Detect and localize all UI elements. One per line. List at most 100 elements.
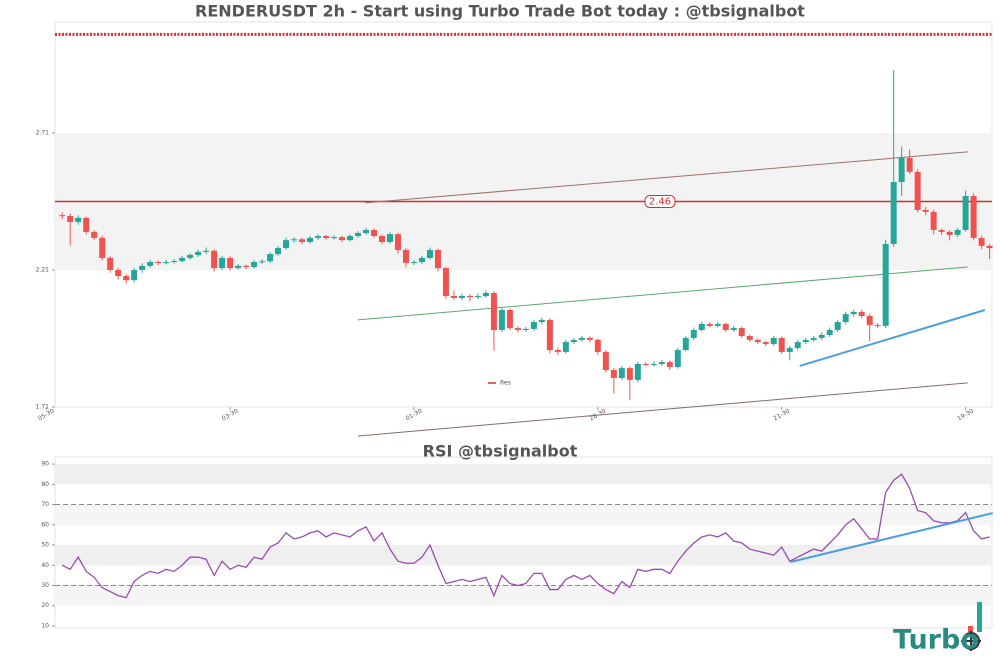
candle-body — [235, 265, 242, 269]
rsi-title: RSI @tbsignalbot — [423, 442, 578, 461]
candle-body — [826, 330, 833, 335]
candle-body — [147, 262, 154, 266]
candle-body — [59, 215, 66, 217]
candle-body — [730, 328, 737, 330]
candle-body — [283, 240, 290, 249]
candle-body — [538, 319, 545, 323]
candle-body — [738, 328, 745, 337]
candle-body — [386, 234, 393, 243]
candle-body — [514, 328, 521, 330]
candle-body — [874, 325, 881, 327]
level-label-box — [644, 194, 676, 208]
candle-body — [323, 236, 330, 238]
trend-line — [365, 151, 968, 204]
candle-body — [259, 261, 266, 263]
candle-body — [418, 257, 425, 263]
y-tick-label: 20 — [41, 602, 49, 609]
candle-body — [394, 234, 401, 250]
candle-body — [267, 254, 274, 262]
candle-body — [890, 182, 897, 244]
candle-body — [562, 342, 569, 352]
candle-body — [610, 370, 617, 378]
candle-body — [107, 257, 114, 270]
candle-body — [618, 368, 625, 378]
candle-body — [466, 296, 473, 298]
candle-body — [291, 239, 298, 241]
candle-body — [722, 323, 729, 330]
candle-body — [938, 229, 945, 232]
candle-body — [299, 239, 306, 243]
candle-body — [522, 328, 529, 330]
candle-body — [866, 316, 873, 326]
candle-body — [99, 237, 106, 258]
candle-body — [546, 319, 553, 351]
candle-body — [818, 334, 825, 338]
candle-body — [219, 257, 226, 269]
candle-body — [906, 157, 913, 172]
candle-body — [482, 293, 489, 297]
candle-body — [410, 262, 417, 264]
candle-body — [962, 196, 969, 230]
candle-body — [778, 337, 785, 352]
y-tick-label: 2.71 — [36, 129, 50, 136]
candle-body — [75, 217, 82, 223]
logo-candle — [977, 602, 982, 632]
y-tick-label: 2.21 — [36, 266, 50, 273]
trend-line — [799, 309, 986, 367]
candle-body — [666, 362, 673, 367]
candle-body — [434, 249, 441, 269]
candle-body — [211, 250, 218, 269]
trend-line — [790, 512, 994, 564]
candle-body — [770, 337, 777, 344]
candle-body — [898, 157, 905, 183]
band — [55, 464, 992, 485]
candle-body — [594, 339, 601, 352]
candle-body — [634, 363, 641, 380]
candle-body — [139, 265, 146, 270]
chart-title: RENDERUSDT 2h - Start using Turbo Trade … — [195, 2, 805, 21]
candle-body — [714, 323, 721, 326]
y-tick-label: 90 — [41, 461, 49, 468]
candle-body — [179, 257, 186, 261]
candle-body — [243, 265, 250, 267]
candle-body — [682, 337, 689, 351]
candle-body — [498, 309, 505, 330]
candle-body — [339, 237, 346, 241]
candle-body — [275, 248, 282, 255]
logo — [961, 602, 982, 651]
y-tick-label: 40 — [41, 562, 49, 569]
candle-body — [754, 339, 761, 343]
candle-body — [402, 249, 409, 263]
candle-body — [490, 293, 497, 330]
candle-body — [131, 269, 138, 281]
candle-body — [83, 217, 90, 232]
candle-body — [850, 311, 857, 315]
candle-body — [930, 211, 937, 230]
candle-body — [67, 216, 74, 223]
legend-label: Res — [500, 380, 511, 387]
candle-body — [970, 196, 977, 238]
candle-body — [195, 251, 202, 255]
candle-body — [347, 236, 354, 241]
candle-body — [530, 322, 537, 329]
candle-body — [810, 337, 817, 340]
candle-body — [882, 243, 889, 326]
candle-body — [642, 363, 649, 365]
candle-body — [834, 322, 841, 330]
rsi-line — [61, 473, 990, 599]
candle-body — [378, 236, 385, 243]
candle-body — [978, 237, 985, 246]
candle-body — [914, 171, 921, 210]
candle-body — [922, 209, 929, 212]
candle-body — [570, 339, 577, 343]
candle-body — [251, 262, 258, 267]
candle-body — [355, 232, 362, 237]
candle-body — [986, 245, 993, 249]
candle-body — [370, 229, 377, 237]
candle-body — [762, 342, 769, 344]
y-tick-label: 10 — [41, 622, 49, 629]
y-tick-label: 30 — [41, 582, 49, 589]
candle-body — [315, 236, 322, 238]
candle-body — [802, 339, 809, 343]
